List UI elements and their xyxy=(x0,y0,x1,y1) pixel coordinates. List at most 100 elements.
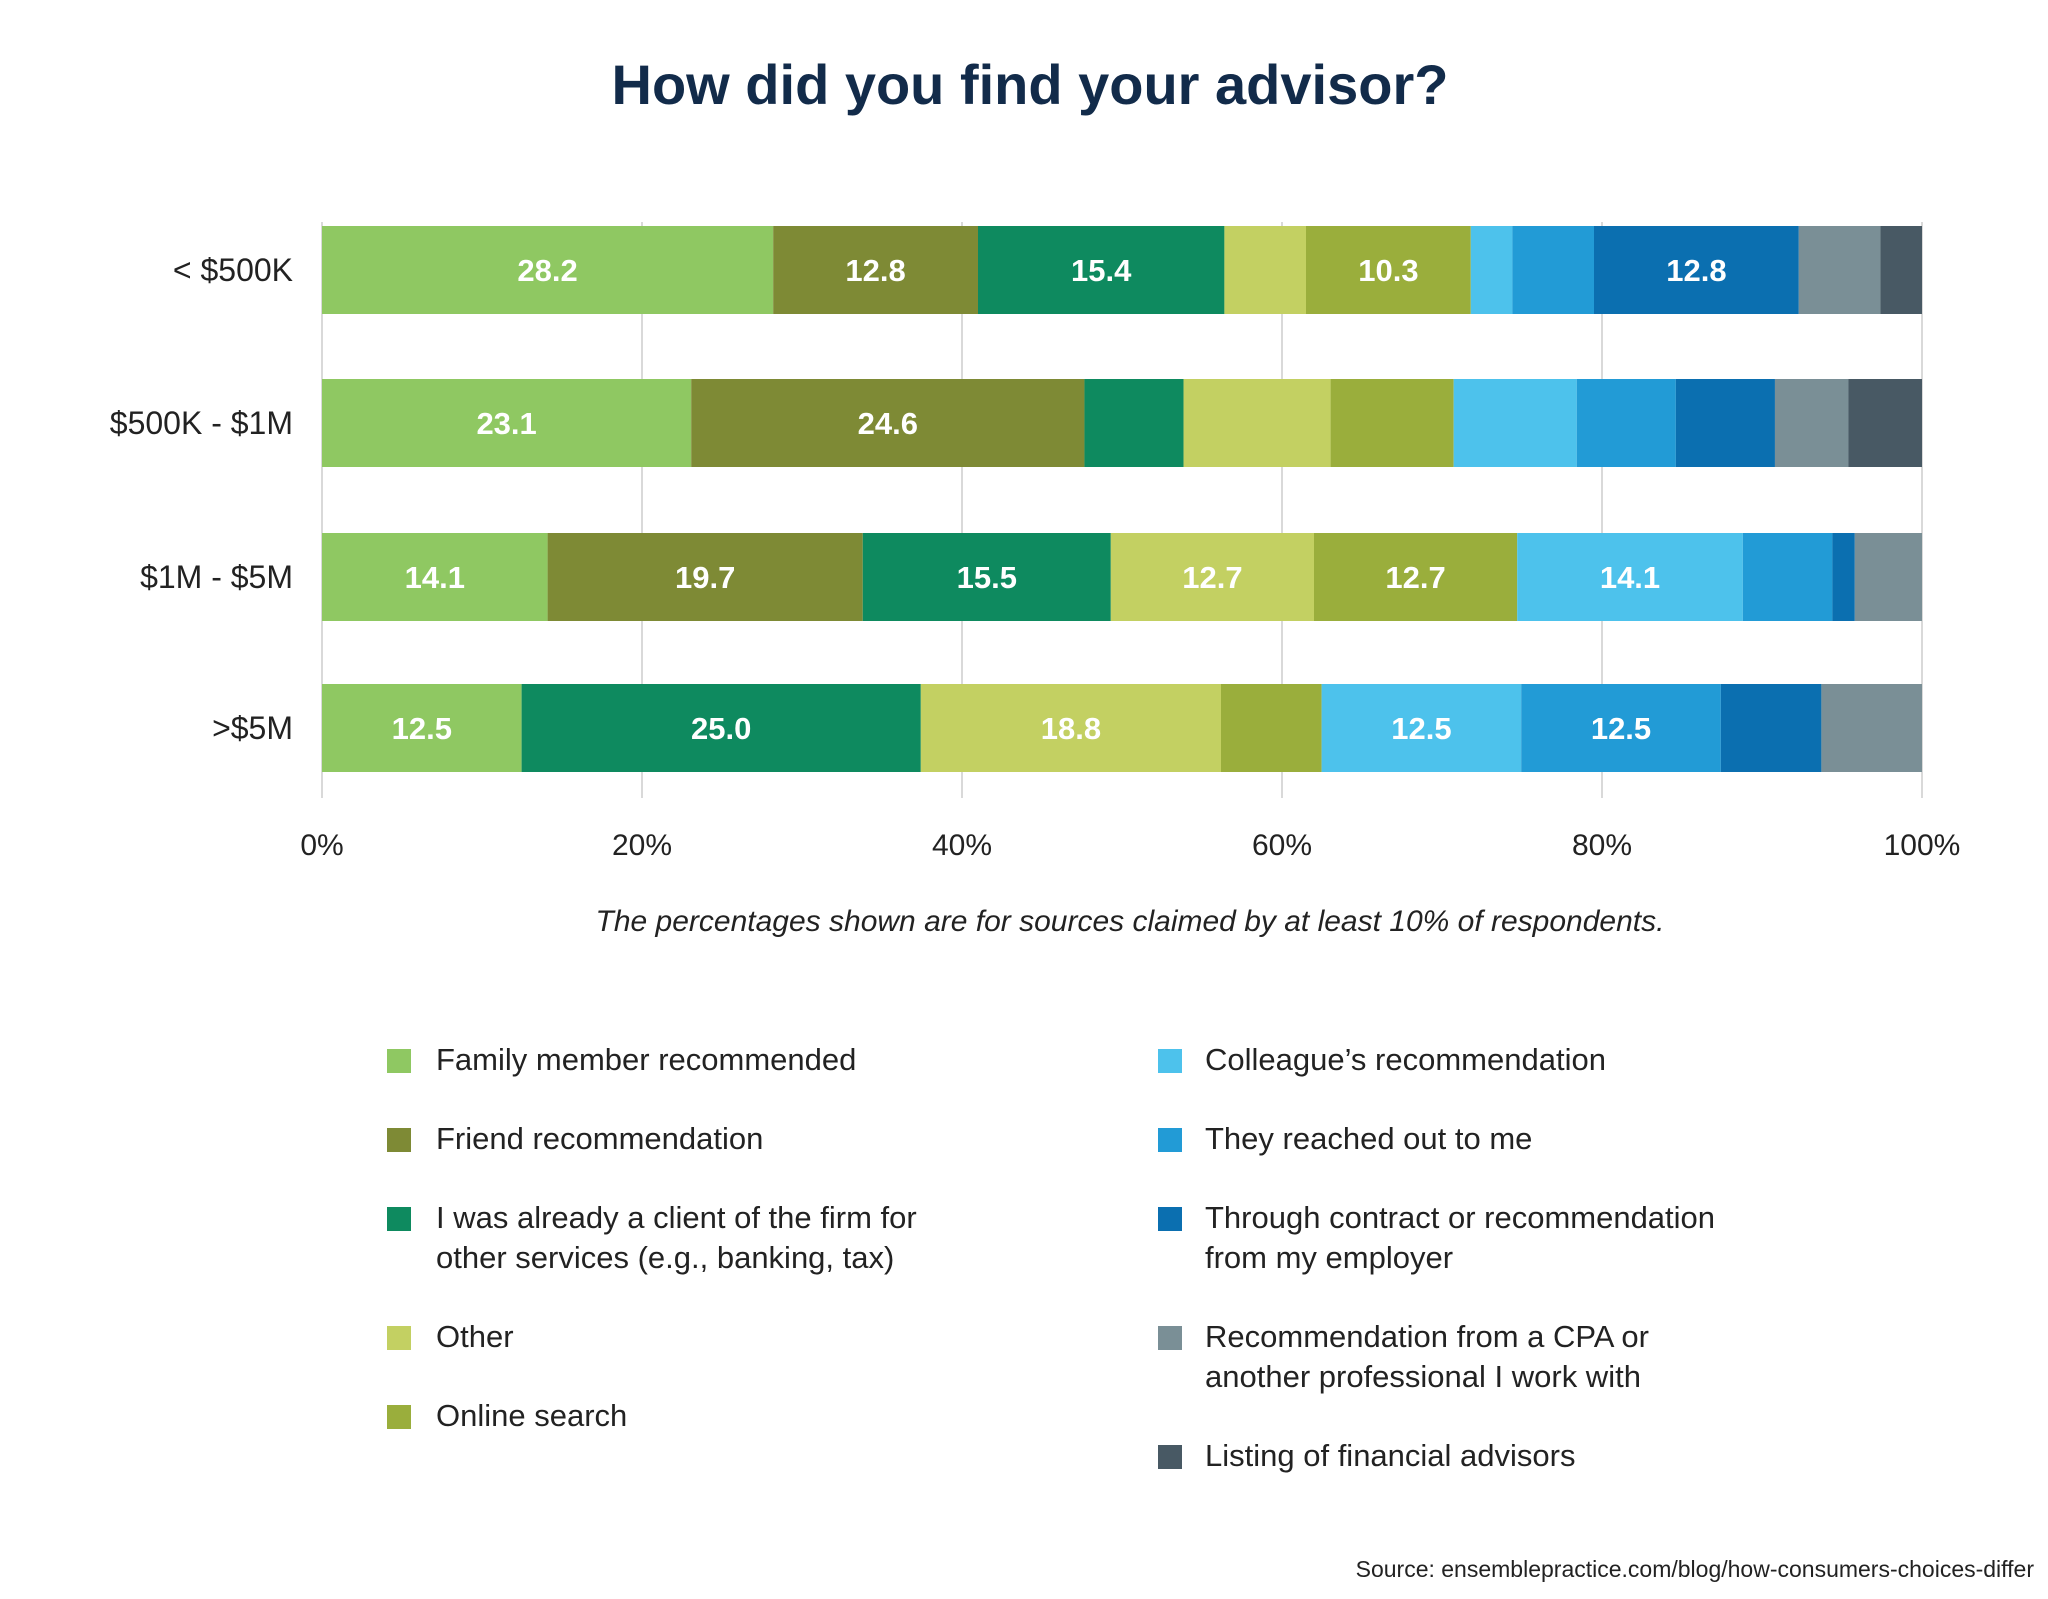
bar-segment xyxy=(1084,379,1184,467)
bar-segment xyxy=(1774,379,1849,467)
legend-item: Other xyxy=(436,1317,514,1357)
legend-label: Listing of financial advisors xyxy=(1205,1438,1576,1473)
data-label: 14.1 xyxy=(1600,560,1660,595)
data-label: 24.6 xyxy=(858,406,918,441)
x-tick-label: 40% xyxy=(932,829,992,862)
bar-segment xyxy=(1224,226,1306,314)
data-label: 12.5 xyxy=(1391,711,1451,746)
data-label: 14.1 xyxy=(405,560,465,595)
legend-swatch xyxy=(1158,1049,1182,1073)
legend-label: from my employer xyxy=(1205,1240,1454,1275)
x-tick-label: 100% xyxy=(1884,829,1961,862)
legend-label: Colleague’s recommendation xyxy=(1205,1042,1606,1077)
bar-segment xyxy=(1854,533,1922,621)
bar-segment xyxy=(1821,684,1922,772)
bar-segment xyxy=(1576,379,1676,467)
legend-label: Through contract or recommendation xyxy=(1205,1200,1716,1235)
legend-label: I was already a client of the firm for xyxy=(436,1200,917,1235)
data-label: 12.5 xyxy=(392,711,452,746)
legend-swatch xyxy=(1158,1128,1182,1152)
legend-swatch xyxy=(387,1049,411,1073)
data-label: 12.8 xyxy=(845,253,905,288)
legend-item: They reached out to me xyxy=(1205,1119,1532,1159)
data-label: 19.7 xyxy=(675,560,735,595)
bar-segment xyxy=(1742,533,1833,621)
bar-segment xyxy=(1517,533,1743,621)
legend-item: Colleague’s recommendation xyxy=(1205,1040,1606,1080)
legend-item: Through contract or recommendation from m… xyxy=(1205,1198,1715,1278)
bar-segment xyxy=(773,226,978,314)
legend-item: Recommendation from a CPA or another prof… xyxy=(1205,1317,1649,1397)
legend-swatch xyxy=(1158,1326,1182,1350)
bar-segment xyxy=(1848,379,1922,467)
bar-segment xyxy=(1798,226,1881,314)
data-label: 12.5 xyxy=(1591,711,1651,746)
bar-segment xyxy=(1832,533,1855,621)
source-note: Source: ensemblepractice.com/blog/how-co… xyxy=(1355,1556,2034,1582)
bar-segment xyxy=(1330,379,1454,467)
data-label: 15.5 xyxy=(957,560,1017,595)
bar-segment xyxy=(1183,379,1331,467)
bar-segment xyxy=(1110,533,1314,621)
legend-label: another professional I work with xyxy=(1205,1359,1641,1394)
bar-segment xyxy=(862,533,1111,621)
x-tick-label: 60% xyxy=(1252,829,1312,862)
chart-title: How did you find your advisor? xyxy=(611,53,1449,116)
legend-label: Friend recommendation xyxy=(436,1121,764,1156)
category-label: $500K - $1M xyxy=(110,405,293,441)
bar-segment xyxy=(1314,533,1518,621)
data-label: 28.2 xyxy=(517,253,577,288)
category-label: >$5M xyxy=(212,710,293,746)
x-tick-label: 0% xyxy=(300,829,343,862)
category-label: < $500K xyxy=(173,252,293,288)
data-label: 12.7 xyxy=(1385,560,1445,595)
bar-segment xyxy=(322,533,548,621)
legend-label: other services (e.g., banking, tax) xyxy=(436,1240,895,1275)
bar-segment xyxy=(1521,684,1721,772)
legend-item: Online search xyxy=(436,1396,627,1436)
bar-segment xyxy=(1321,684,1522,772)
legend-swatch xyxy=(1158,1207,1182,1231)
bar-segment xyxy=(1720,684,1822,772)
bar-segment xyxy=(1594,226,1799,314)
bar-segment xyxy=(521,684,921,772)
legend-item: Listing of financial advisors xyxy=(1205,1436,1575,1476)
x-tick-label: 20% xyxy=(612,829,672,862)
bar-segment xyxy=(691,379,1085,467)
bar-segment xyxy=(1512,226,1594,314)
legend-swatch xyxy=(387,1326,411,1350)
legend-label: They reached out to me xyxy=(1205,1121,1533,1156)
legend-label: Family member recommended xyxy=(436,1042,857,1077)
legend-item: I was already a client of the firm for ot… xyxy=(436,1198,917,1278)
legend-label: Other xyxy=(436,1319,514,1354)
data-label: 23.1 xyxy=(476,406,536,441)
legend-swatch xyxy=(387,1207,411,1231)
bar-segment xyxy=(322,684,522,772)
bar-segment xyxy=(1221,684,1322,772)
legend-item: Friend recommendation xyxy=(436,1119,763,1159)
bar-segment xyxy=(978,226,1225,314)
bar-segment xyxy=(1470,226,1513,314)
legend-label: Online search xyxy=(436,1398,628,1433)
bar-segment xyxy=(322,379,692,467)
legend-label: Recommendation from a CPA or xyxy=(1205,1319,1649,1354)
legend-swatch xyxy=(387,1405,411,1429)
chart-note: The percentages shown are for sources cl… xyxy=(595,905,1665,938)
data-label: 25.0 xyxy=(691,711,751,746)
bar-segment xyxy=(322,226,774,314)
stacked-bar-chart: 0% 20% 40% 60% 80% 100% < $500K $500K - $1M $1M … xyxy=(110,222,1961,862)
bar-segment xyxy=(1880,226,1922,314)
data-label: 12.8 xyxy=(1666,253,1726,288)
bar-segment xyxy=(1453,379,1577,467)
bar-segment xyxy=(1675,379,1775,467)
category-label: $1M - $5M xyxy=(140,559,293,595)
legend-swatch xyxy=(1158,1445,1182,1469)
legend-item: Family member recommended xyxy=(436,1040,856,1080)
bar-segment xyxy=(1306,226,1471,314)
data-label: 15.4 xyxy=(1071,253,1132,288)
x-tick-label: 80% xyxy=(1572,829,1632,862)
bar-segment xyxy=(547,533,863,621)
data-label: 12.7 xyxy=(1182,560,1242,595)
data-label: 18.8 xyxy=(1041,711,1101,746)
bar-segment xyxy=(920,684,1222,772)
